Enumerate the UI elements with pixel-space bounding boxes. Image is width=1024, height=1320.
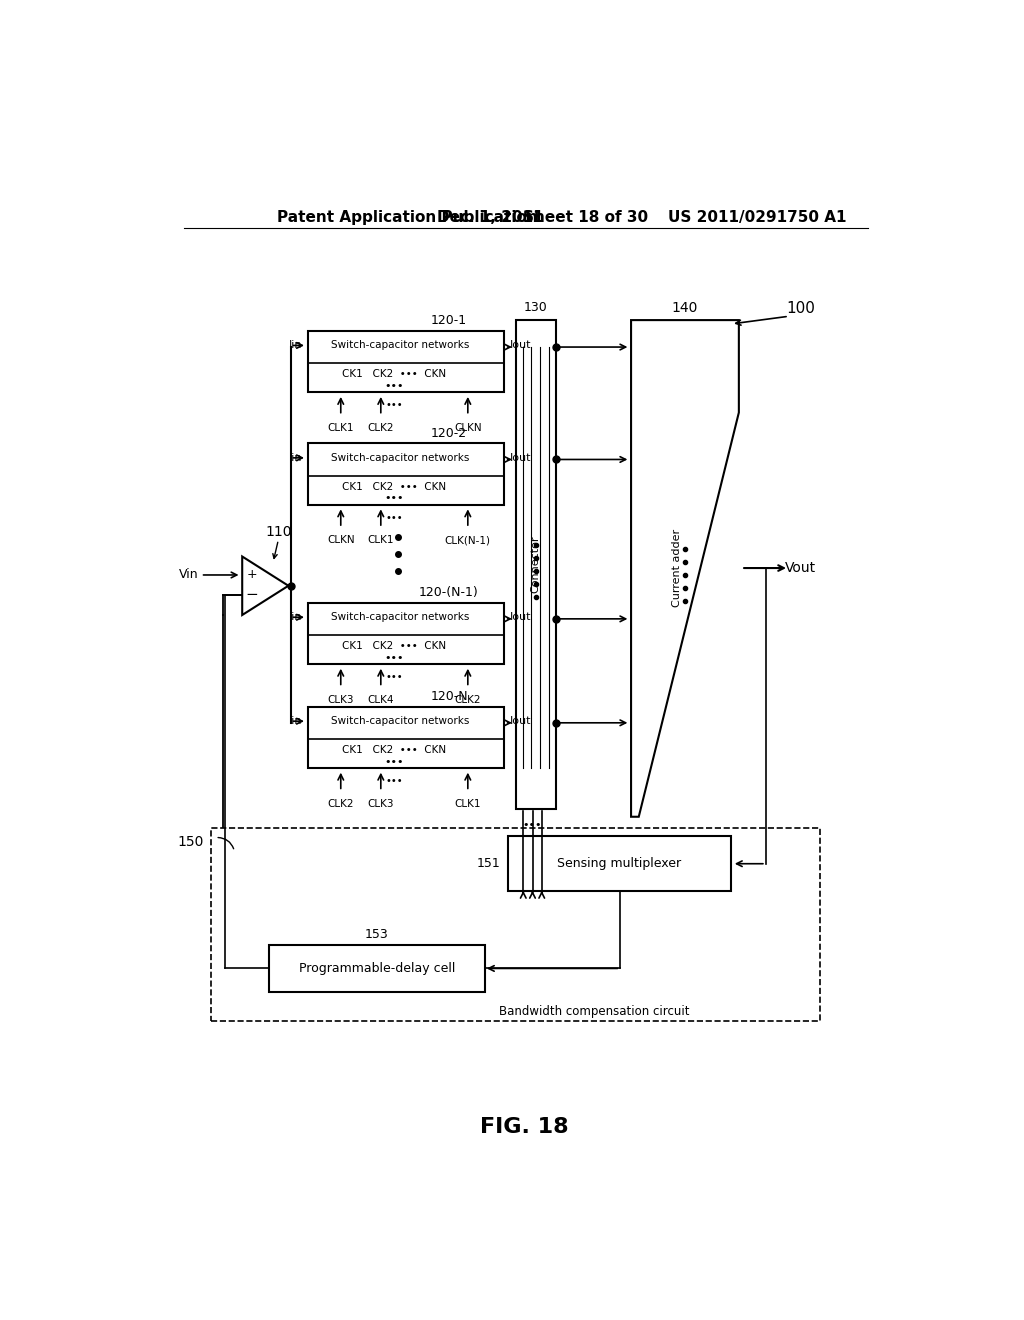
Bar [515, 321, 556, 809]
Bar [211, 829, 819, 1020]
Text: US 2011/0291750 A1: US 2011/0291750 A1 [668, 210, 847, 226]
Text: Programmable-delay cell: Programmable-delay cell [299, 962, 455, 975]
Text: Switch-capacitor networks: Switch-capacitor networks [331, 717, 469, 726]
Text: CLK2: CLK2 [455, 694, 481, 705]
Text: 140: 140 [672, 301, 698, 314]
Bar [307, 603, 504, 664]
Text: Switch-capacitor networks: Switch-capacitor networks [331, 341, 469, 350]
Text: +: + [246, 569, 257, 582]
Text: Iout: Iout [510, 717, 531, 726]
Text: 120-2: 120-2 [431, 426, 467, 440]
Bar [307, 706, 504, 768]
Text: Connector: Connector [530, 536, 541, 593]
Text: CLKN: CLKN [454, 422, 481, 433]
Text: 120-1: 120-1 [431, 314, 467, 327]
Text: •••: ••• [385, 776, 402, 785]
Text: CLK2: CLK2 [368, 422, 394, 433]
Text: FIG. 18: FIG. 18 [480, 1117, 569, 1137]
Text: Sensing multiplexer: Sensing multiplexer [557, 857, 682, 870]
Text: Bandwidth compensation circuit: Bandwidth compensation circuit [500, 1005, 690, 1018]
Text: CLK2: CLK2 [328, 799, 354, 809]
Bar [307, 331, 504, 392]
Text: 130: 130 [523, 301, 548, 314]
Text: 120-N: 120-N [430, 690, 468, 704]
Text: CLK1: CLK1 [455, 799, 481, 809]
Text: Patent Application Publication: Patent Application Publication [276, 210, 538, 226]
Text: •••: ••• [384, 381, 403, 391]
Text: Iin: Iin [289, 341, 302, 350]
Text: 153: 153 [366, 928, 389, 941]
Text: Current adder: Current adder [673, 529, 682, 607]
Text: CK1   CK2  •••  CKN: CK1 CK2 ••• CKN [342, 642, 446, 651]
Text: CLK4: CLK4 [368, 694, 394, 705]
Text: Iin: Iin [289, 612, 302, 622]
Text: Iout: Iout [510, 341, 531, 350]
Text: Switch-capacitor networks: Switch-capacitor networks [331, 453, 469, 463]
Text: •••: ••• [385, 400, 402, 411]
Text: Vout: Vout [785, 561, 816, 576]
Text: 150: 150 [177, 836, 204, 849]
Text: Iout: Iout [510, 453, 531, 463]
Text: Iin: Iin [289, 453, 302, 463]
Text: Sheet 18 of 30: Sheet 18 of 30 [523, 210, 648, 226]
Text: •••: ••• [384, 756, 403, 767]
Text: CLK1: CLK1 [368, 536, 394, 545]
Text: CLK3: CLK3 [368, 799, 394, 809]
Text: •••: ••• [385, 512, 402, 523]
Bar [307, 444, 504, 506]
Text: Iin: Iin [289, 717, 302, 726]
Text: •••: ••• [385, 672, 402, 682]
Text: CK1   CK2  •••  CKN: CK1 CK2 ••• CKN [342, 482, 446, 492]
Text: 151: 151 [476, 857, 500, 870]
Text: 110: 110 [265, 525, 292, 539]
Text: 120-(N-1): 120-(N-1) [419, 586, 479, 599]
Bar [508, 836, 731, 891]
Text: Vin: Vin [179, 569, 199, 582]
Text: 100: 100 [786, 301, 815, 315]
Text: CLK(N-1): CLK(N-1) [444, 536, 490, 545]
Text: •••: ••• [522, 820, 543, 830]
Text: CLK3: CLK3 [328, 694, 354, 705]
Text: CK1   CK2  •••  CKN: CK1 CK2 ••• CKN [342, 744, 446, 755]
Bar [269, 945, 484, 991]
Text: CLKN: CLKN [327, 536, 354, 545]
Text: Switch-capacitor networks: Switch-capacitor networks [331, 612, 469, 622]
Text: CLK1: CLK1 [328, 422, 354, 433]
Text: Dec. 1, 2011: Dec. 1, 2011 [437, 210, 544, 226]
Text: •••: ••• [384, 494, 403, 503]
Text: •••: ••• [384, 653, 403, 663]
Text: Iout: Iout [510, 612, 531, 622]
Text: −: − [245, 587, 258, 602]
Text: CK1   CK2  •••  CKN: CK1 CK2 ••• CKN [342, 370, 446, 379]
